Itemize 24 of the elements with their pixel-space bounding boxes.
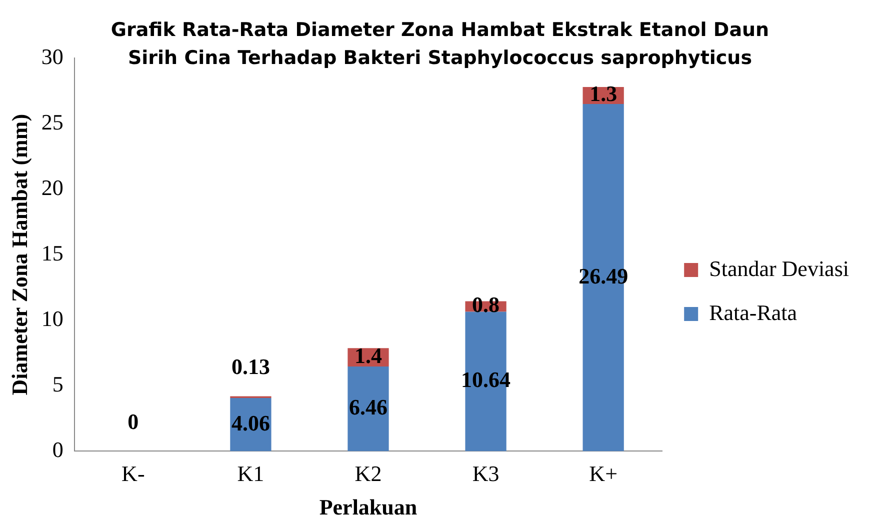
y-tick-label: 10	[41, 306, 64, 331]
y-tick-label: 25	[41, 109, 64, 134]
y-tick-label: 0	[52, 436, 64, 462]
y-tick-label: 5	[52, 371, 64, 396]
bar	[348, 366, 389, 452]
x-axis-title: Perlakuan	[319, 494, 418, 520]
legend-label: Standar Deviasi	[709, 256, 849, 281]
data-label: 4.06	[231, 410, 270, 436]
x-tick-label: K+	[589, 461, 618, 486]
x-tick-label: K2	[354, 461, 382, 486]
data-label: 0	[128, 408, 139, 434]
data-label: 1.3	[590, 81, 618, 106]
y-axis-title: Diameter Zona Hambat (mm)	[6, 114, 32, 396]
y-tick-label: 15	[41, 240, 64, 266]
chart-title: Grafik Rata-Rata Diameter Zona Hambat Ekstrak Etanol Daun Sirih Cina Terhadap Bakteri Staphylococcus saprophyticus	[110, 18, 770, 71]
y-tick-label: 20	[41, 174, 64, 200]
data-label: 1.4	[354, 343, 382, 368]
data-label: 0.13	[231, 354, 270, 379]
x-tick-label: K1	[237, 461, 264, 486]
data-label: 6.46	[348, 394, 388, 420]
y-tick-label: 30	[41, 44, 64, 69]
legend-label: Rata-Rata	[709, 300, 798, 325]
x-tick-label: K3	[472, 461, 500, 486]
x-tick-label: K-	[122, 461, 145, 486]
